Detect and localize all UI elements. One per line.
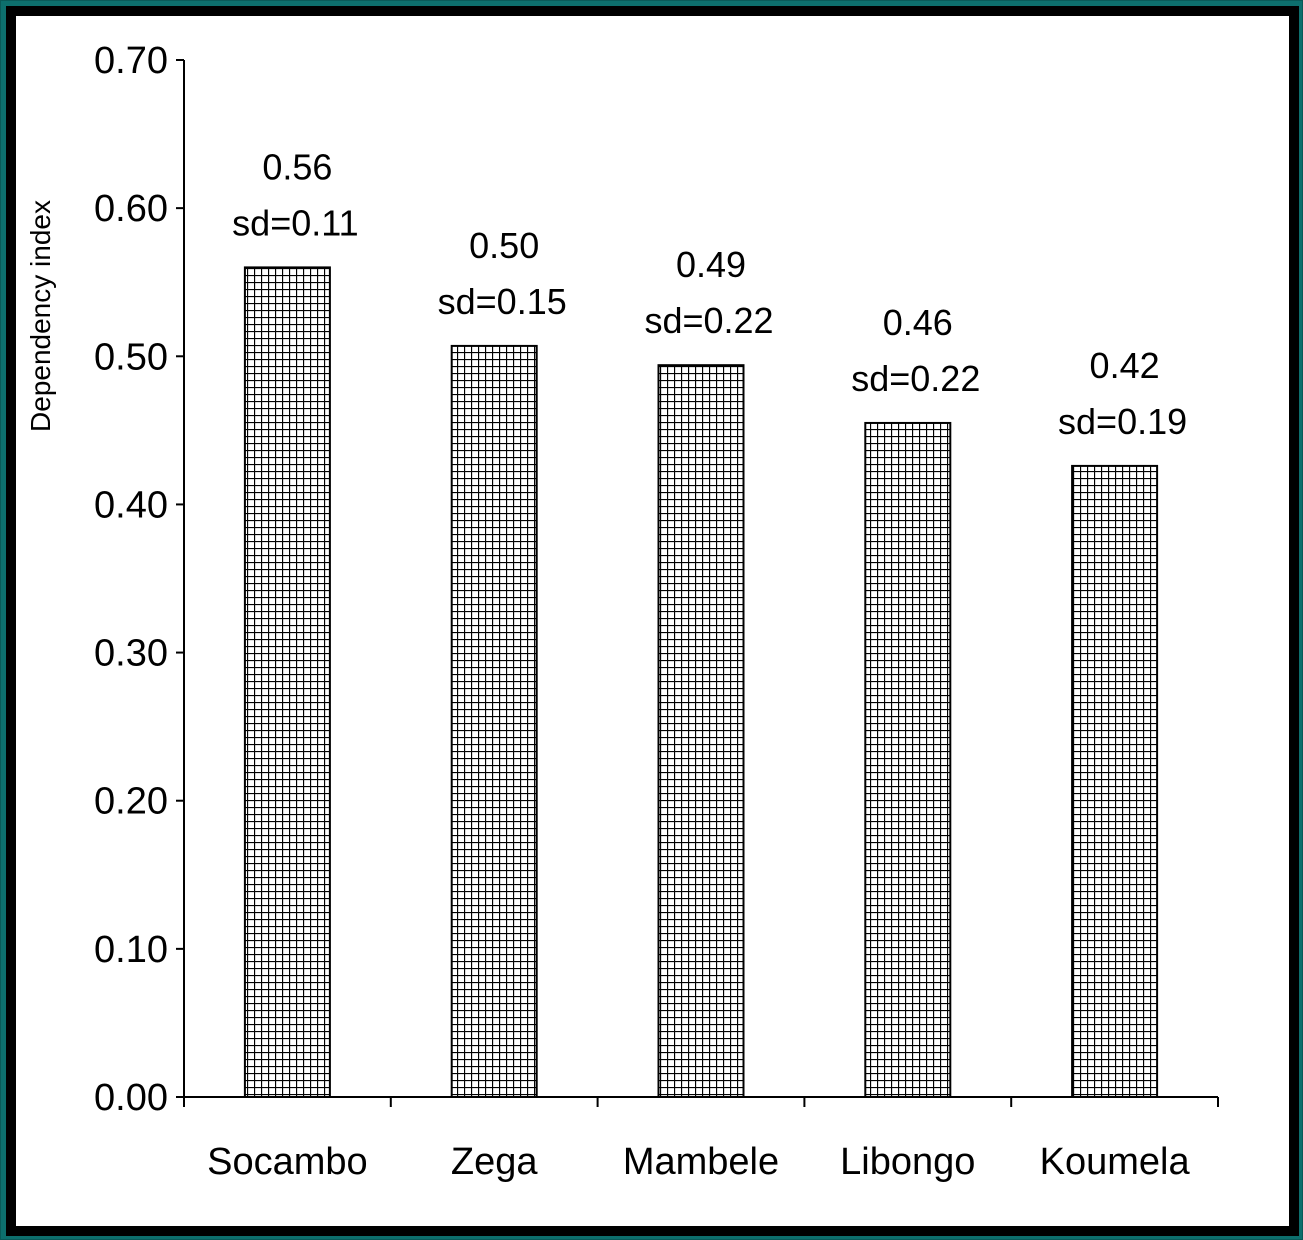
bar-sd-label: sd=0.15 — [438, 281, 567, 322]
bar-koumela — [1071, 464, 1159, 1098]
x-category-label: Socambo — [207, 1141, 368, 1183]
bar-sd-label: sd=0.22 — [851, 358, 980, 399]
bar-mambele — [657, 364, 745, 1099]
bar-value-label: 0.46 — [883, 302, 953, 343]
x-category-label: Libongo — [840, 1141, 975, 1183]
y-tick-label: 0.70 — [94, 40, 168, 82]
bar-value-label: 0.50 — [469, 225, 539, 266]
bar-socambo — [243, 266, 331, 1098]
x-category-label: Mambele — [623, 1141, 779, 1183]
bar-libongo — [864, 421, 952, 1098]
x-category-label: Zega — [451, 1141, 538, 1183]
bar-value-label: 0.42 — [1090, 345, 1160, 386]
y-axis-title: Dependency index — [25, 200, 56, 432]
bar-sd-label: sd=0.19 — [1058, 401, 1187, 442]
data-labels: Socambo 0.56 sd=0.11 Zega 0.50 sd=0.15 Mambele… — [207, 146, 1190, 1183]
chart-panel: 0.00 0.10 0.20 0.30 0.40 0.50 0.60 0.70 Socambo… — [16, 16, 1289, 1226]
y-tick-label: 0.50 — [94, 336, 168, 378]
y-tick-label: 0.10 — [94, 929, 168, 971]
bar-sd-label: sd=0.22 — [644, 300, 773, 341]
bar-sd-label: sd=0.11 — [232, 202, 358, 243]
y-tick-label: 0.60 — [94, 188, 168, 230]
y-tick-label: 0.30 — [94, 633, 168, 675]
bar-chart: 0.00 0.10 0.20 0.30 0.40 0.50 0.60 0.70 Socambo… — [25, 40, 1219, 1183]
bars — [243, 266, 1159, 1099]
bar-value-label: 0.56 — [262, 146, 332, 187]
x-category-label: Koumela — [1040, 1141, 1191, 1183]
y-tick-label: 0.00 — [94, 1077, 168, 1119]
bar-zega — [450, 344, 538, 1098]
bar-value-label: 0.49 — [676, 244, 746, 285]
y-tick-label: 0.20 — [94, 781, 168, 823]
y-tick-label: 0.40 — [94, 484, 168, 526]
